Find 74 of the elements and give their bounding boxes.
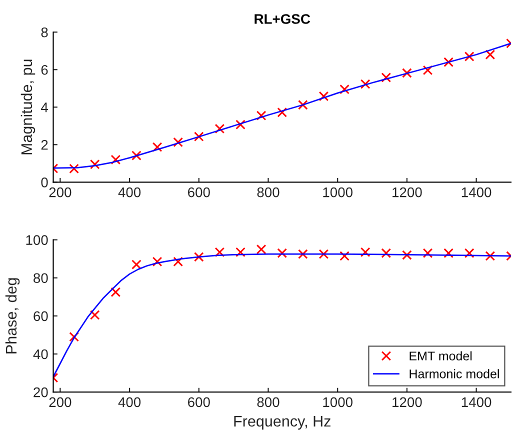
legend-label: EMT model	[410, 351, 472, 360]
chart-title: RL+GSC	[254, 14, 310, 24]
point	[318, 91, 329, 102]
point	[381, 72, 392, 82]
point	[256, 244, 266, 254]
y-tick-label: 0	[41, 177, 48, 188]
point	[110, 154, 121, 165]
y-axis-title: Magnitude, pu	[20, 60, 36, 154]
point	[485, 251, 496, 261]
point	[298, 249, 308, 260]
point	[256, 110, 266, 121]
y-tick-label: 8	[41, 27, 48, 38]
point	[69, 332, 79, 342]
point	[298, 100, 308, 110]
y-tick-label: 40	[33, 349, 48, 360]
y-tick-label: 6	[41, 64, 48, 75]
point	[152, 256, 162, 267]
point	[132, 260, 142, 270]
point	[318, 249, 329, 260]
point	[444, 248, 454, 258]
point	[173, 137, 184, 148]
point	[69, 164, 79, 174]
point	[236, 247, 246, 258]
point	[381, 248, 392, 258]
point	[214, 124, 225, 134]
point	[277, 107, 288, 118]
x-tick-label: 200	[49, 397, 72, 408]
legend-label: Harmonic model	[410, 369, 499, 378]
point	[402, 68, 412, 78]
x-tick-label: 600	[188, 187, 210, 198]
point	[360, 247, 370, 258]
point	[194, 132, 204, 142]
point	[422, 248, 433, 258]
point	[340, 84, 350, 94]
point	[214, 247, 225, 258]
point	[444, 57, 454, 68]
point	[277, 248, 288, 258]
y-tick-label: 2	[41, 140, 48, 150]
y-tick-label: 4	[40, 102, 48, 112]
point	[90, 310, 100, 320]
x-tick-label: 200	[49, 187, 72, 198]
point	[422, 65, 433, 76]
line-series	[53, 253, 511, 378]
point	[485, 50, 496, 60]
point	[464, 52, 474, 62]
x-tick-label: 1000	[323, 187, 352, 198]
point	[194, 252, 204, 262]
x-axis-title: Frequency, Hz	[234, 416, 330, 430]
point	[90, 159, 100, 170]
y-tick-label: 100	[26, 235, 48, 245]
x-tick-label: 800	[257, 397, 280, 408]
x-tick-label: 800	[257, 187, 280, 198]
x-tick-label: 400	[118, 187, 141, 198]
point	[173, 256, 184, 267]
point	[132, 150, 142, 160]
point	[110, 287, 121, 298]
point	[402, 250, 412, 260]
x-tick-label: 400	[118, 397, 141, 408]
x-tick-label: 1000	[323, 397, 352, 408]
x-tick-label: 1400	[462, 397, 492, 408]
y-tick-label: 20	[34, 387, 48, 398]
y-tick-label: 80	[34, 273, 48, 284]
point	[360, 79, 370, 90]
line-series	[53, 42, 511, 169]
point	[464, 248, 474, 258]
point	[340, 251, 350, 261]
x-tick-label: 1400	[462, 187, 492, 198]
x-tick-label: 1200	[392, 187, 422, 198]
y-tick-label: 60	[34, 311, 48, 322]
x-tick-label: 1200	[392, 397, 422, 408]
point	[152, 142, 162, 152]
x-tick-label: 600	[188, 397, 210, 408]
point	[236, 120, 246, 130]
y-axis-title: Phase, deg	[5, 278, 20, 354]
